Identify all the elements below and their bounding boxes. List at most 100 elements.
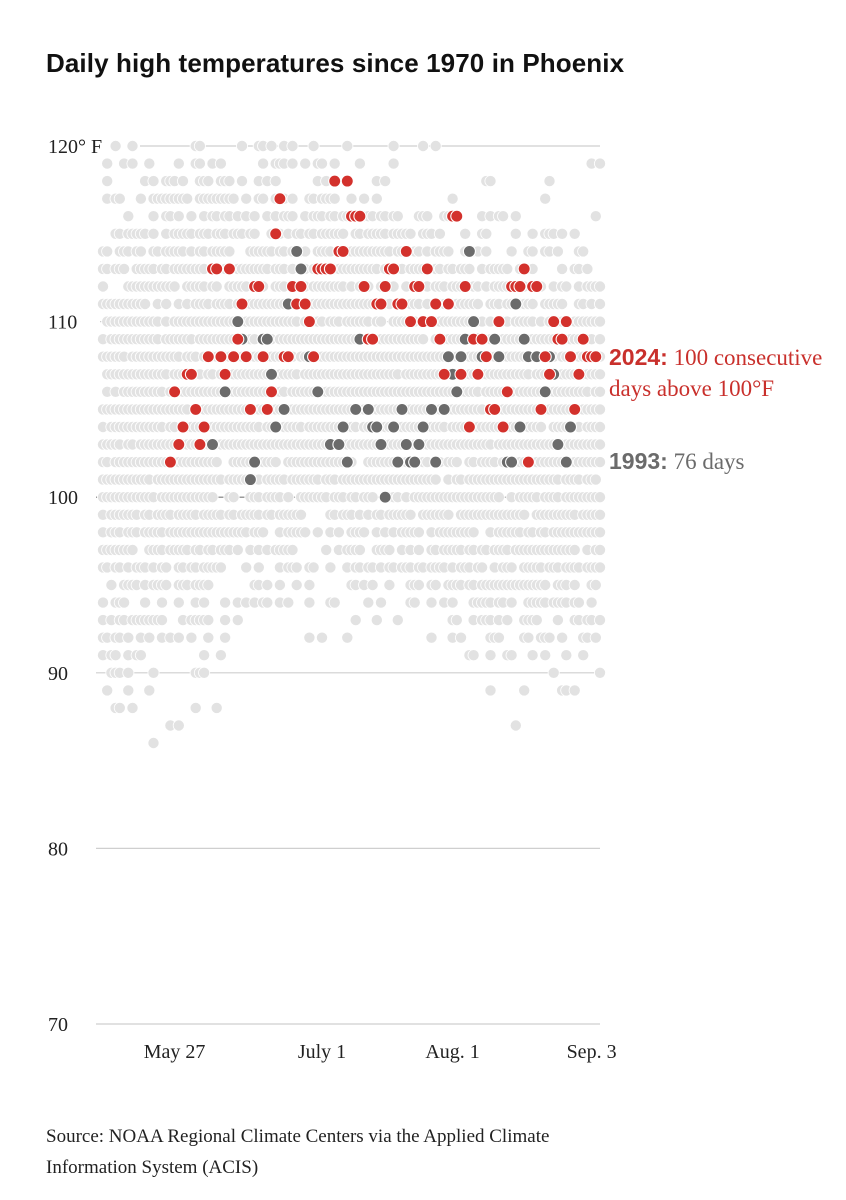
history-day-dot [265, 139, 278, 152]
point-1993 [294, 262, 308, 276]
point-1993 [412, 437, 426, 452]
history-day-dot [366, 579, 379, 592]
point-2024 [168, 385, 182, 399]
point-1993 [361, 402, 375, 416]
point-2024 [458, 279, 472, 294]
history-day-dot [101, 684, 114, 697]
point-2024 [572, 367, 586, 381]
history-day-dot [560, 280, 573, 293]
history-day-dot [442, 245, 455, 258]
point-2024 [437, 367, 451, 381]
history-day-dot [370, 614, 383, 627]
history-day-dot [594, 385, 607, 398]
history-day-dot [556, 227, 569, 240]
point-1993 [332, 437, 346, 452]
history-day-dot [189, 701, 202, 714]
annotation-2024: 2024: 100 consecutive days above 100°F [609, 342, 839, 404]
point-1993 [416, 420, 430, 434]
y-tick-label: 90 [48, 663, 68, 685]
history-day-dot [594, 368, 607, 381]
history-day-dot [429, 139, 442, 152]
point-2024 [441, 297, 455, 311]
history-day-dot [408, 596, 421, 609]
point-1993 [538, 385, 552, 399]
history-day-dot [311, 526, 324, 539]
history-day-dot [109, 649, 122, 662]
y-tick-label: 80 [48, 838, 68, 860]
history-day-dot [594, 561, 607, 574]
history-day-dot [589, 473, 602, 486]
point-2024 [214, 350, 228, 364]
history-day-dot [581, 262, 594, 275]
history-day-dot [459, 227, 472, 240]
point-2024 [252, 279, 266, 294]
point-2024 [420, 262, 434, 276]
history-day-dot [471, 297, 484, 310]
history-day-dot [160, 561, 173, 574]
history-day-dot [412, 579, 425, 592]
point-2024 [231, 332, 245, 346]
history-day-dot [269, 175, 282, 188]
point-2024 [227, 350, 241, 364]
history-day-dot [155, 596, 168, 609]
point-2024 [450, 209, 464, 223]
history-day-dot [568, 684, 581, 697]
point-1993 [260, 332, 274, 346]
point-1993 [450, 385, 464, 399]
point-2024 [218, 367, 232, 381]
point-1993 [243, 473, 257, 487]
history-day-dot [556, 631, 569, 644]
history-day-dot [332, 526, 345, 539]
y-tick-label: 120° F [48, 136, 102, 158]
history-day-dot [101, 157, 114, 170]
point-2024 [538, 350, 552, 364]
history-day-dot [476, 561, 489, 574]
history-day-dot [202, 175, 215, 188]
history-day-dot [358, 192, 371, 205]
history-day-dot [97, 596, 110, 609]
point-1993 [395, 402, 409, 416]
point-2024 [555, 332, 569, 346]
history-day-dot [412, 526, 425, 539]
scatter-plot: 70 80 90 100 110 120° F May 27 July 1 Aug. 1 Sep… [48, 136, 617, 1063]
history-day-dot [252, 561, 265, 574]
history-day-dot [446, 596, 459, 609]
history-day-dot [315, 157, 328, 170]
point-2024 [201, 350, 215, 364]
point-1993 [349, 402, 363, 416]
history-day-dot [568, 543, 581, 556]
history-day-dot [539, 579, 552, 592]
history-day-dot [206, 491, 219, 504]
history-day-dot [219, 631, 232, 644]
history-day-dot [172, 719, 185, 732]
history-day-dot [143, 157, 156, 170]
point-2024 [534, 402, 548, 416]
history-day-dot [231, 543, 244, 556]
point-1993 [488, 332, 502, 346]
point-2024 [307, 350, 321, 364]
history-day-dot [328, 192, 341, 205]
history-day-dot [223, 245, 236, 258]
history-day-dot [526, 297, 539, 310]
history-day-dot [480, 245, 493, 258]
history-day-dot [113, 192, 126, 205]
history-day-dot [391, 614, 404, 627]
history-day-dot [122, 631, 135, 644]
annotation-2024-year: 2024: [609, 344, 668, 370]
point-1993 [467, 315, 481, 329]
history-day-dot [374, 315, 387, 328]
history-day-dot [299, 157, 312, 170]
point-2024 [336, 244, 350, 258]
point-2024 [429, 297, 443, 311]
chart-title: Daily high temperatures since 1970 in Ph… [46, 48, 625, 78]
history-day-dot [454, 631, 467, 644]
history-day-dot [551, 614, 564, 627]
history-day-dot [168, 280, 181, 293]
point-2024 [256, 350, 270, 364]
point-2024 [517, 262, 531, 276]
history-day-dot [126, 157, 139, 170]
history-day-dot [404, 508, 417, 521]
point-2024 [235, 297, 249, 311]
history-day-dot [118, 596, 131, 609]
history-day-dot [433, 227, 446, 240]
